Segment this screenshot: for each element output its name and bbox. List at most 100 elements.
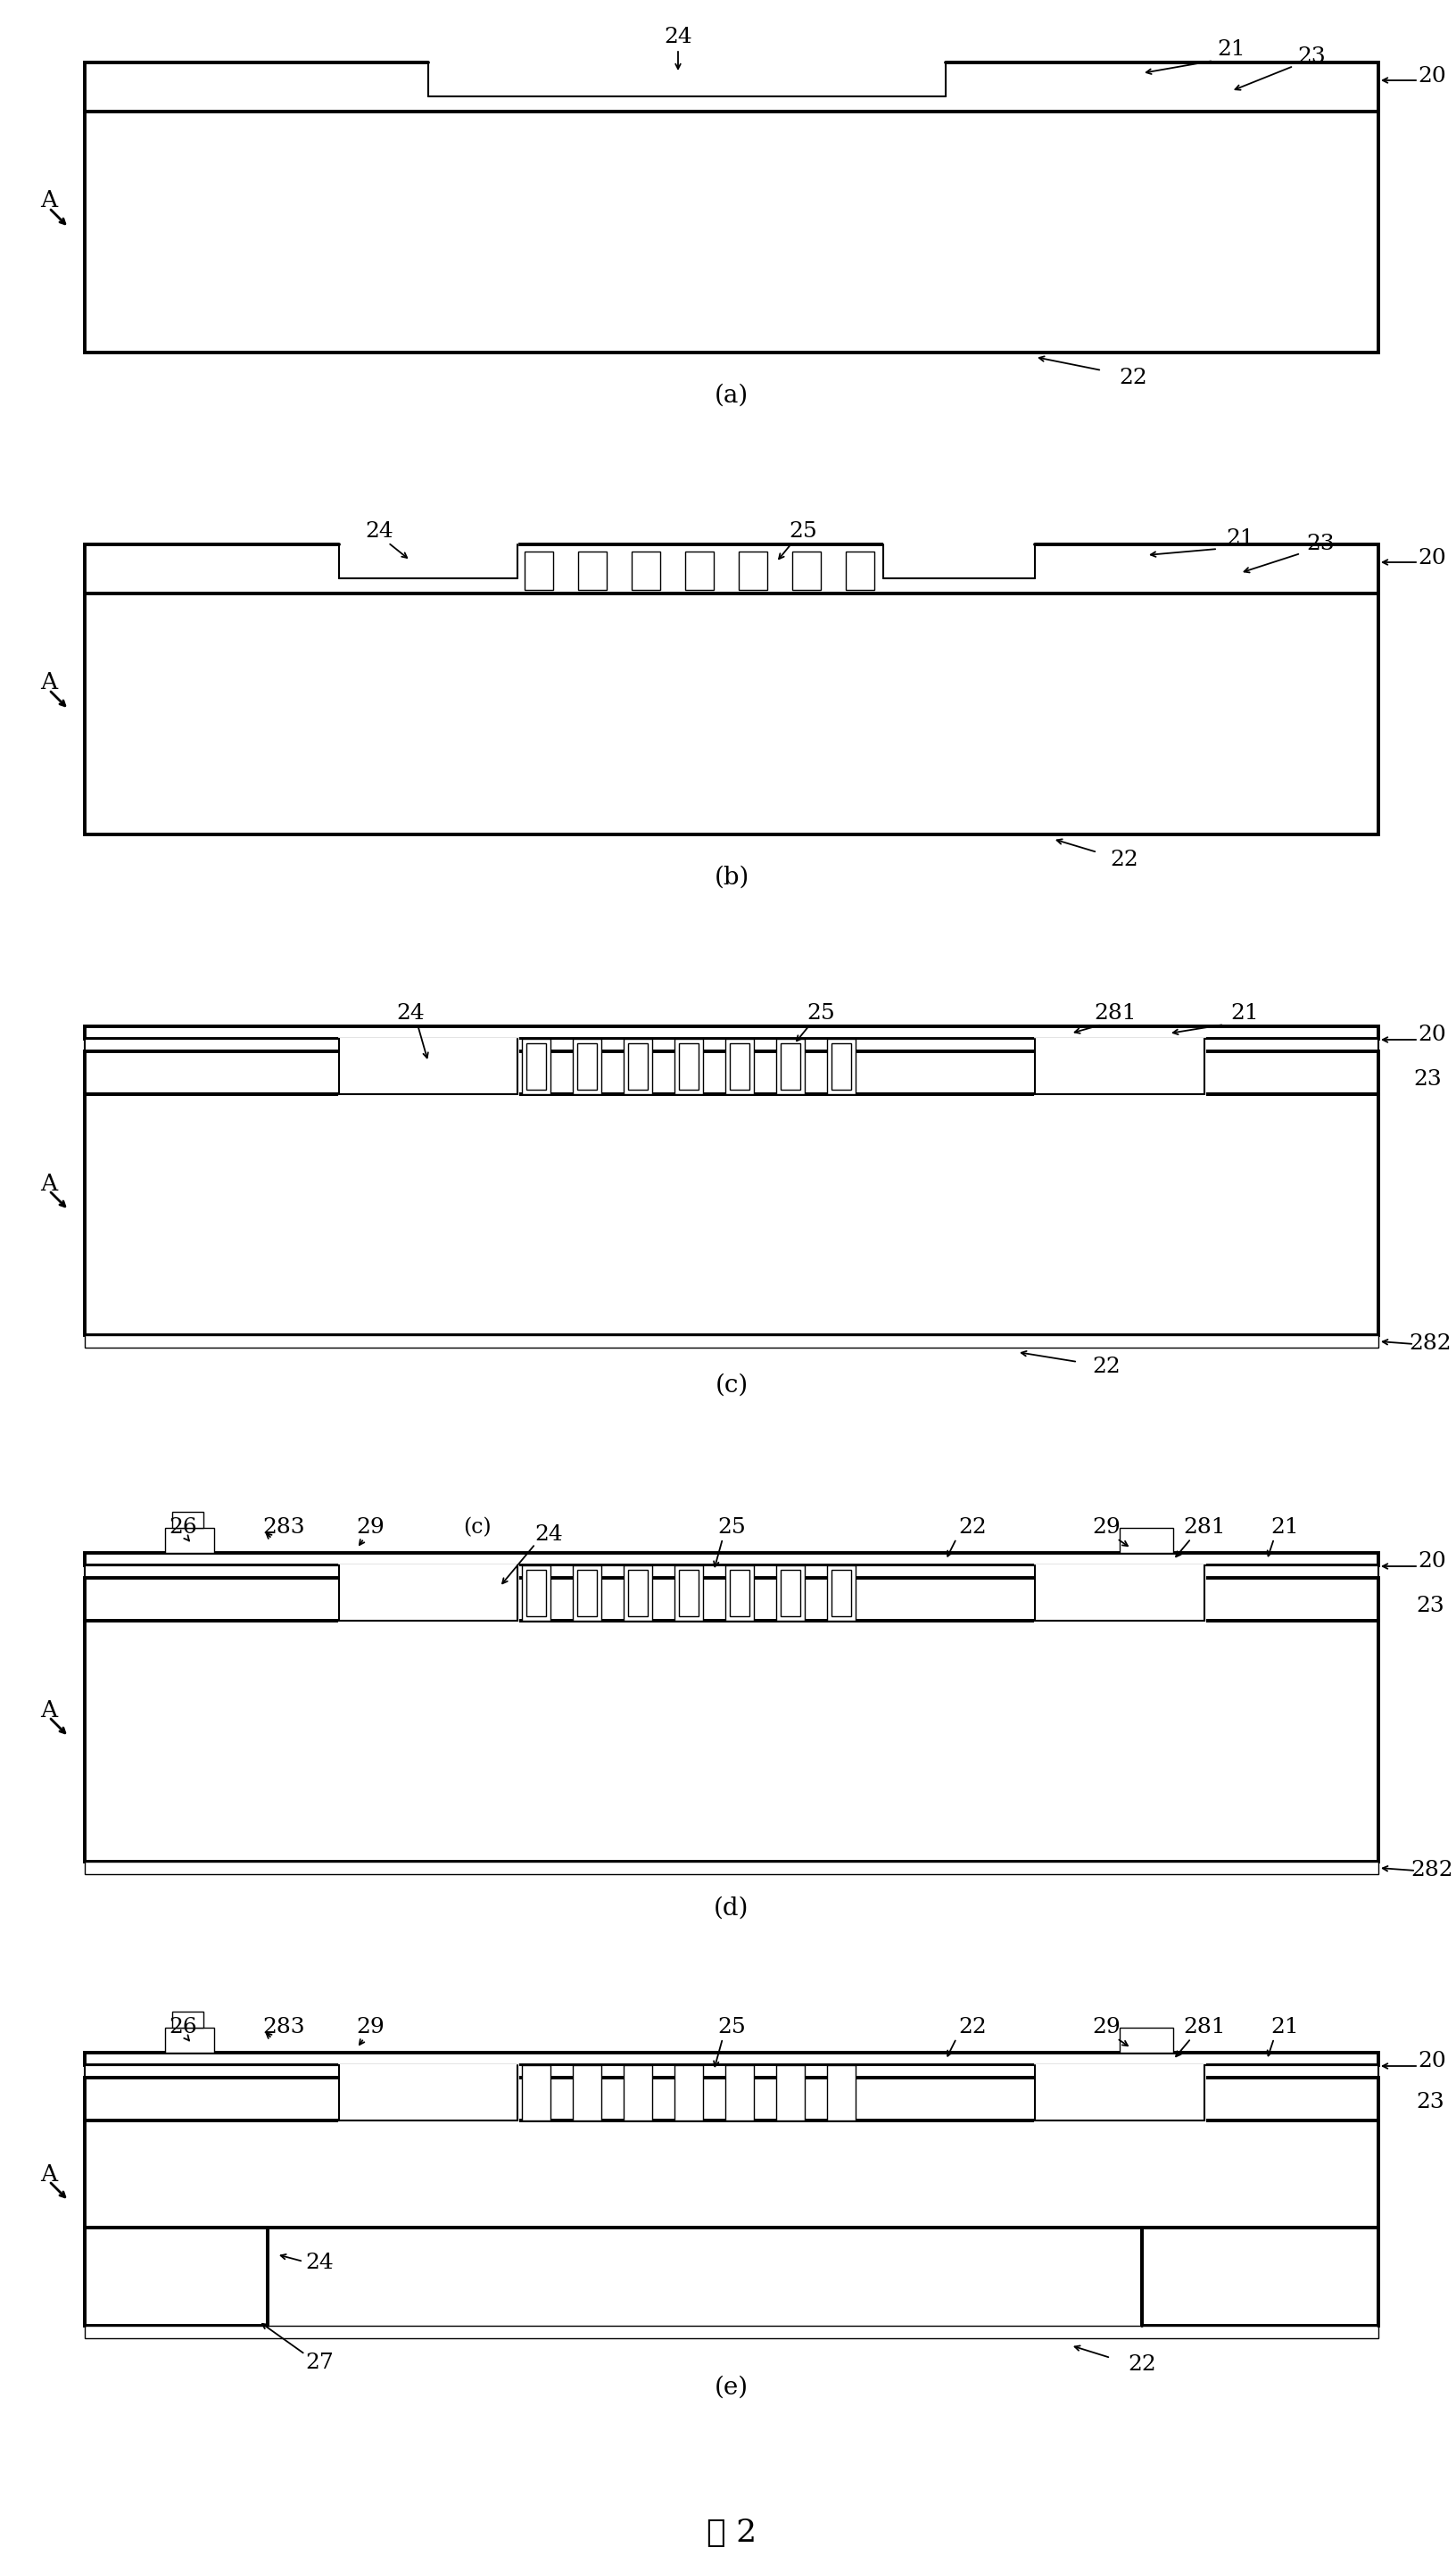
Text: A: A — [41, 672, 58, 693]
Text: 22: 22 — [958, 2017, 986, 2037]
Bar — [678, 1569, 697, 1615]
Bar — [84, 61, 1377, 112]
Text: 21: 21 — [1226, 529, 1254, 550]
Bar — [339, 542, 517, 580]
Bar — [827, 2065, 855, 2121]
Bar — [831, 1569, 850, 1615]
Bar — [678, 1043, 697, 1089]
Bar — [84, 1621, 1377, 1861]
Text: 20: 20 — [1417, 66, 1446, 87]
Bar — [84, 112, 1377, 353]
Text: 22: 22 — [1127, 2354, 1156, 2375]
Bar — [776, 1038, 804, 1094]
Text: 23: 23 — [1415, 1595, 1443, 1618]
Text: 29: 29 — [355, 2017, 384, 2037]
Text: 281: 281 — [1182, 1518, 1224, 1539]
Text: 20: 20 — [1417, 547, 1446, 567]
Bar — [572, 1564, 601, 1621]
Text: A: A — [41, 2162, 58, 2185]
Text: 25: 25 — [807, 1002, 834, 1022]
Bar — [84, 593, 1377, 833]
Bar — [84, 1554, 1377, 1564]
Bar — [831, 1043, 850, 1089]
Text: 24: 24 — [365, 521, 393, 542]
Bar — [526, 1043, 546, 1089]
Bar — [827, 1564, 855, 1621]
Text: (b): (b) — [713, 866, 748, 889]
Bar — [339, 2065, 517, 2121]
Text: 21: 21 — [1230, 1002, 1258, 1022]
Bar — [428, 61, 945, 97]
Text: 20: 20 — [1417, 2052, 1446, 2073]
Text: 283: 283 — [262, 2017, 304, 2037]
Bar — [339, 1038, 517, 1094]
Bar — [623, 1038, 652, 1094]
Bar — [623, 2065, 652, 2121]
Bar — [725, 1038, 753, 1094]
Bar — [725, 1564, 753, 1621]
Bar — [776, 2065, 804, 2121]
Bar — [628, 1043, 648, 1089]
Bar — [1120, 1528, 1172, 1554]
Text: 281: 281 — [1182, 2017, 1224, 2037]
Bar — [572, 1038, 601, 1094]
Bar — [827, 1038, 855, 1094]
Bar — [84, 1038, 1377, 1051]
Text: (a): (a) — [713, 383, 748, 406]
Bar — [780, 1043, 799, 1089]
Bar — [84, 2078, 1377, 2121]
Text: 24: 24 — [664, 28, 692, 49]
Bar — [84, 2326, 1377, 2339]
Bar — [521, 1038, 550, 1094]
Text: 23: 23 — [1306, 534, 1334, 555]
Text: 283: 283 — [262, 1518, 304, 1539]
Bar — [1034, 1038, 1204, 1094]
Bar — [165, 2027, 214, 2052]
Bar — [780, 1569, 799, 1615]
Bar — [623, 1564, 652, 1621]
Bar — [84, 544, 1377, 593]
Bar — [729, 1569, 748, 1615]
Bar — [521, 2065, 550, 2121]
Text: 23: 23 — [1412, 1068, 1441, 1091]
Text: 图 2: 图 2 — [706, 2518, 756, 2548]
Text: 21: 21 — [1216, 38, 1245, 59]
Text: (d): (d) — [713, 1897, 748, 1920]
Bar — [572, 2065, 601, 2121]
Bar — [84, 2229, 268, 2326]
Text: 25: 25 — [788, 521, 817, 542]
Bar — [1142, 2229, 1377, 2326]
Bar — [172, 2012, 204, 2027]
Bar — [729, 1043, 748, 1089]
Text: 20: 20 — [1417, 1025, 1446, 1045]
Bar — [674, 1038, 703, 1094]
Text: 29: 29 — [1092, 2017, 1120, 2037]
Bar — [84, 1051, 1377, 1094]
Bar — [526, 1569, 546, 1615]
Text: (c): (c) — [715, 1373, 748, 1398]
Text: 20: 20 — [1417, 1551, 1446, 1572]
Bar — [792, 552, 820, 590]
Bar — [84, 2065, 1377, 2078]
Bar — [674, 1564, 703, 1621]
Bar — [84, 1094, 1377, 1334]
Text: (c): (c) — [463, 1518, 491, 1539]
Bar — [84, 1564, 1377, 1577]
Bar — [776, 1564, 804, 1621]
Bar — [628, 1569, 648, 1615]
Bar — [578, 552, 606, 590]
Text: A: A — [41, 1700, 58, 1720]
Bar — [1034, 1564, 1204, 1621]
Text: 26: 26 — [169, 1518, 197, 1539]
Bar — [84, 1577, 1377, 1621]
Bar — [882, 542, 1034, 580]
Bar — [674, 2065, 703, 2121]
Bar — [84, 2052, 1377, 2065]
Text: 24: 24 — [306, 2252, 333, 2272]
Bar — [577, 1569, 597, 1615]
Text: 29: 29 — [355, 1518, 384, 1539]
Text: 25: 25 — [716, 1518, 745, 1539]
Bar — [1034, 2065, 1204, 2121]
Bar — [84, 1028, 1377, 1038]
Text: 22: 22 — [1092, 1357, 1120, 1378]
